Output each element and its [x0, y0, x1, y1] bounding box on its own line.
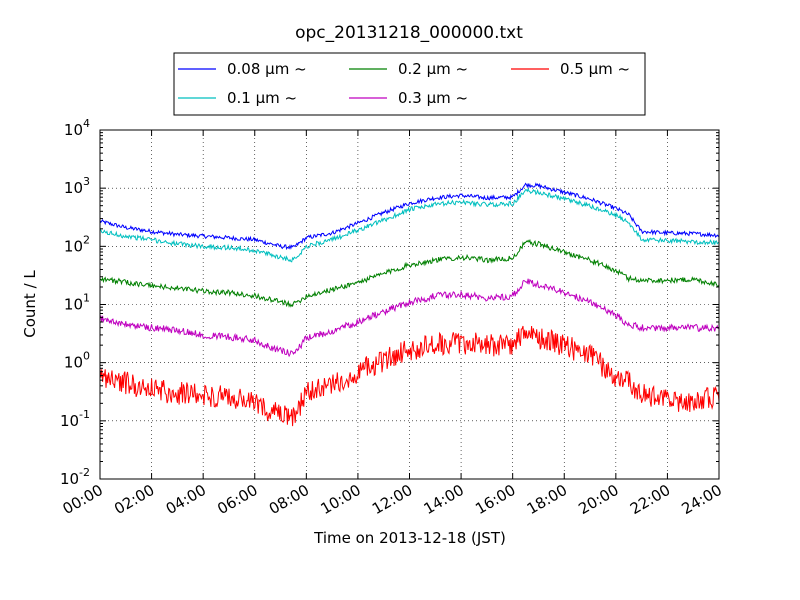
x-axis-label: Time on 2013-12-18 (JST) [313, 529, 506, 547]
series-line-1 [99, 182, 720, 251]
legend-item: 0.3 μm ~ [349, 89, 468, 107]
y-tick-base: 10 [60, 412, 79, 430]
plot-background [100, 130, 719, 479]
y-tick-label: 104 [64, 117, 90, 139]
legend-item: 0.08 μm ~ [178, 60, 307, 78]
y-axis-label: Count / L [21, 270, 39, 338]
y-tick-base: 10 [64, 237, 83, 255]
legend-label: 0.08 μm ~ [227, 60, 307, 78]
chart-title: opc_20131218_000000.txt [295, 23, 523, 43]
legend-label: 0.3 μm ~ [398, 89, 468, 107]
y-tick-label: 10-1 [60, 408, 90, 430]
y-tick-label: 103 [64, 175, 90, 197]
y-tick-base: 10 [64, 179, 83, 197]
y-tick-base: 10 [64, 296, 83, 314]
y-tick-base: 10 [64, 354, 83, 372]
legend-item: 0.1 μm ~ [178, 89, 297, 107]
series-line-2 [99, 187, 720, 263]
axis-ticks [99, 129, 720, 480]
y-tick-label: 100 [64, 350, 90, 372]
legend-label: 0.2 μm ~ [398, 60, 468, 78]
legend-label: 0.1 μm ~ [227, 89, 297, 107]
y-tick-label: 101 [64, 292, 90, 314]
series-line-4 [99, 278, 720, 358]
y-tick-exponent: 2 [83, 233, 90, 246]
y-tick-exponent: -2 [79, 466, 90, 479]
y-tick-exponent: 1 [83, 292, 90, 305]
legend-label: 0.5 μm ~ [560, 60, 630, 78]
y-tick-exponent: 4 [83, 117, 90, 130]
y-tick-exponent: 0 [83, 350, 90, 363]
y-tick-base: 10 [60, 470, 79, 488]
series-lines [99, 182, 720, 427]
series-line-3 [99, 238, 720, 308]
legend: 0.08 μm ~ 0.1 μm ~ 0.2 μm ~ 0.3 μm ~ 0.5 μm … [173, 52, 646, 116]
y-tick-exponent: -1 [79, 408, 90, 421]
y-tick-base: 10 [64, 121, 83, 139]
legend-item: 0.5 μm ~ [511, 60, 630, 78]
y-tick-label: 102 [64, 233, 90, 255]
series-line-5 [99, 325, 720, 427]
legend-box [173, 52, 646, 116]
legend-item: 0.2 μm ~ [349, 60, 468, 78]
y-tick-label: 10-2 [60, 466, 90, 488]
y-tick-exponent: 3 [83, 175, 90, 188]
plot-area [99, 129, 720, 480]
